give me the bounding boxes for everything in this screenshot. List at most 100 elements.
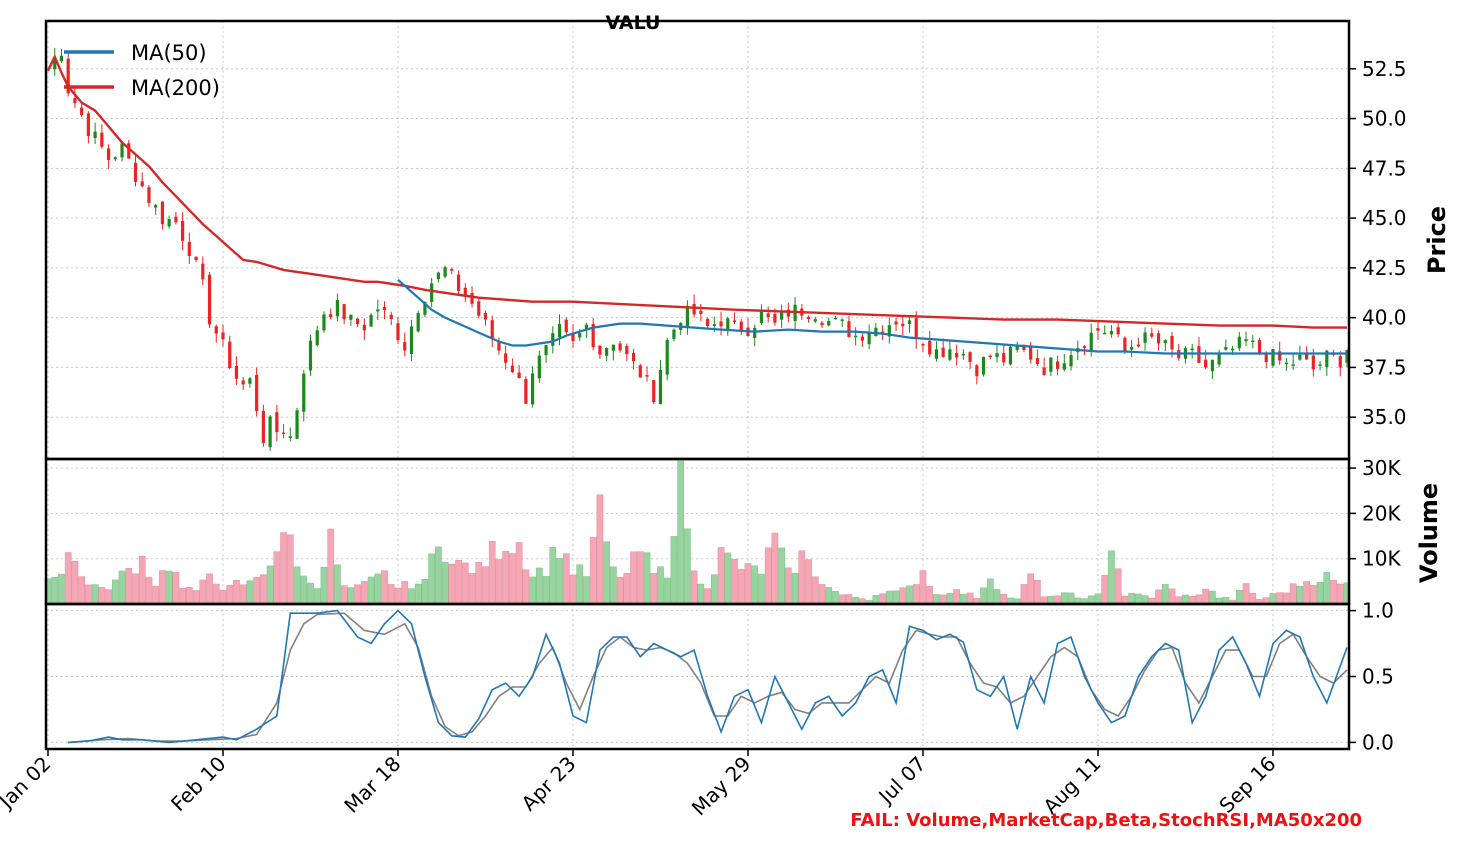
volume-bar (690, 570, 698, 605)
candle-body (389, 314, 393, 319)
volume-y-ticks: 10K 20K 30K (1349, 456, 1401, 571)
volume-bar (684, 528, 691, 605)
candle-body (248, 378, 252, 384)
candle-body (705, 318, 710, 327)
price-panel-frame (44, 19, 1351, 461)
volume-bar (724, 552, 732, 605)
candle-body (578, 333, 582, 338)
candle-body (497, 342, 501, 351)
volume-bar (731, 558, 738, 605)
candle-body (335, 300, 340, 317)
candle-body (1163, 340, 1167, 344)
volume-bar (461, 562, 469, 605)
volume-bar (1182, 594, 1189, 605)
candle-body (961, 353, 965, 356)
volume-bar (1209, 590, 1216, 605)
candle-body (1049, 357, 1053, 372)
volume-bar (280, 532, 287, 605)
volume-bar (1249, 592, 1257, 605)
x-tick-label: Mar 18 (339, 752, 405, 818)
candle-body (1022, 344, 1026, 350)
volume-bar (71, 561, 79, 605)
x-tick-label: Sep 16 (1214, 752, 1280, 818)
candle-body (140, 181, 144, 187)
volume-bar (387, 584, 395, 605)
volume-bar (535, 567, 543, 605)
candle-body (187, 241, 191, 257)
price-axis-title: Price (1423, 206, 1451, 274)
volume-bar (206, 573, 213, 605)
volume-bar (300, 575, 308, 605)
candle-body (1305, 352, 1309, 360)
volume-bar (643, 552, 651, 605)
candle-body (120, 143, 124, 158)
volume-bar (798, 550, 806, 605)
volume-bar (677, 458, 685, 605)
volume-bar (320, 566, 328, 605)
volume-bar (414, 583, 422, 605)
candle-body (786, 309, 790, 317)
candle-body (396, 323, 400, 341)
volume-grid (46, 459, 1349, 604)
volume-bar (953, 589, 960, 605)
candle-body (1251, 340, 1255, 343)
fail-status-text: FAIL: Volume,MarketCap,Beta,StochRSI,MA5… (850, 810, 1362, 831)
volume-bar (1269, 593, 1277, 605)
x-tick-label: Feb 10 (166, 752, 231, 817)
candle-body (1035, 358, 1039, 364)
volume-bar (933, 594, 940, 605)
candle-body (1103, 332, 1107, 335)
volume-bar (879, 593, 886, 605)
volume-tick-label: 10K (1362, 547, 1401, 571)
candle-body (1204, 359, 1208, 368)
candle-body (719, 321, 723, 327)
candle-body (66, 58, 70, 94)
volume-bar (1309, 584, 1317, 605)
candle-body (968, 352, 972, 362)
volume-bar (105, 589, 112, 605)
candle-body (692, 303, 696, 315)
volume-bar (576, 564, 584, 605)
volume-bar (179, 587, 186, 605)
volume-bar (1128, 592, 1135, 605)
volume-bar (435, 546, 442, 605)
oscillator-panel: 0.0 0.5 1.0 (44, 599, 1394, 754)
volume-bar (165, 570, 173, 605)
volume-bar (556, 558, 563, 605)
candle-body (201, 263, 205, 280)
volume-bar (717, 547, 725, 605)
ma200-line (46, 53, 1347, 329)
candle-body (1015, 345, 1019, 350)
candle-body (207, 274, 212, 325)
volume-bar (811, 576, 819, 605)
volume-bar (239, 584, 247, 605)
volume-bar (542, 576, 550, 605)
candle-body (753, 327, 757, 338)
candle-body (174, 216, 178, 223)
volume-bar (912, 584, 920, 605)
candle-body (1082, 346, 1087, 348)
candle-body (948, 349, 952, 360)
volume-bar (475, 561, 483, 605)
candle-body (322, 314, 326, 331)
candle-body (382, 306, 387, 311)
candle-body (867, 333, 871, 345)
volume-bar (260, 574, 267, 605)
volume-axis-title: Volume (1415, 483, 1443, 583)
volume-bar (845, 594, 853, 605)
candle-body (611, 344, 615, 351)
candle-body (894, 321, 898, 325)
volume-bar (381, 570, 388, 605)
candle-body (780, 312, 784, 320)
volume-bar (441, 561, 449, 605)
volume-bar (596, 494, 604, 605)
candle-body (1291, 364, 1295, 366)
candle-body (1311, 355, 1315, 370)
candle-body (349, 314, 353, 320)
candle-body (638, 365, 642, 378)
volume-bar (939, 594, 947, 605)
volume-bar (1060, 592, 1068, 605)
candle-body (941, 347, 945, 357)
candle-body (409, 326, 414, 355)
volume-bar (354, 584, 361, 605)
